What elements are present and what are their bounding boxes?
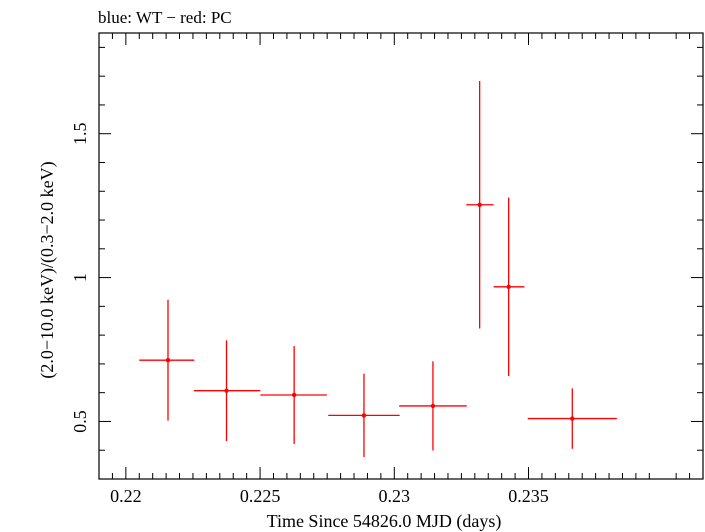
plot-frame xyxy=(98,32,704,480)
data-marker xyxy=(477,202,482,207)
y-axis-label: (2.0−10.0 keV)/(0.3−2.0 keV) xyxy=(37,161,58,378)
y-tick-label: 1.5 xyxy=(70,122,90,145)
x-tick-label: 0.235 xyxy=(508,486,549,506)
data-marker xyxy=(224,388,229,393)
x-tick-label: 0.23 xyxy=(379,486,411,506)
data-point xyxy=(493,197,525,376)
data-marker xyxy=(506,284,511,289)
data-point xyxy=(466,81,494,329)
data-point xyxy=(139,299,195,421)
x-tick-label: 0.225 xyxy=(240,486,281,506)
data-marker xyxy=(570,416,575,421)
chart-title: blue: WT − red: PC xyxy=(98,8,232,27)
data-point xyxy=(399,361,467,451)
data-marker xyxy=(430,403,436,409)
y-tick-label: 0.5 xyxy=(70,410,90,433)
x-axis-label: Time Since 54826.0 MJD (days) xyxy=(267,511,502,532)
data-marker xyxy=(165,357,171,363)
data-marker xyxy=(291,392,297,398)
data-point xyxy=(193,340,261,442)
data-point xyxy=(260,346,327,444)
data-point xyxy=(527,388,617,449)
x-tick-label: 0.22 xyxy=(110,486,142,506)
data-point xyxy=(328,373,400,458)
data-marker xyxy=(361,413,367,418)
y-tick-label: 1 xyxy=(70,273,90,282)
